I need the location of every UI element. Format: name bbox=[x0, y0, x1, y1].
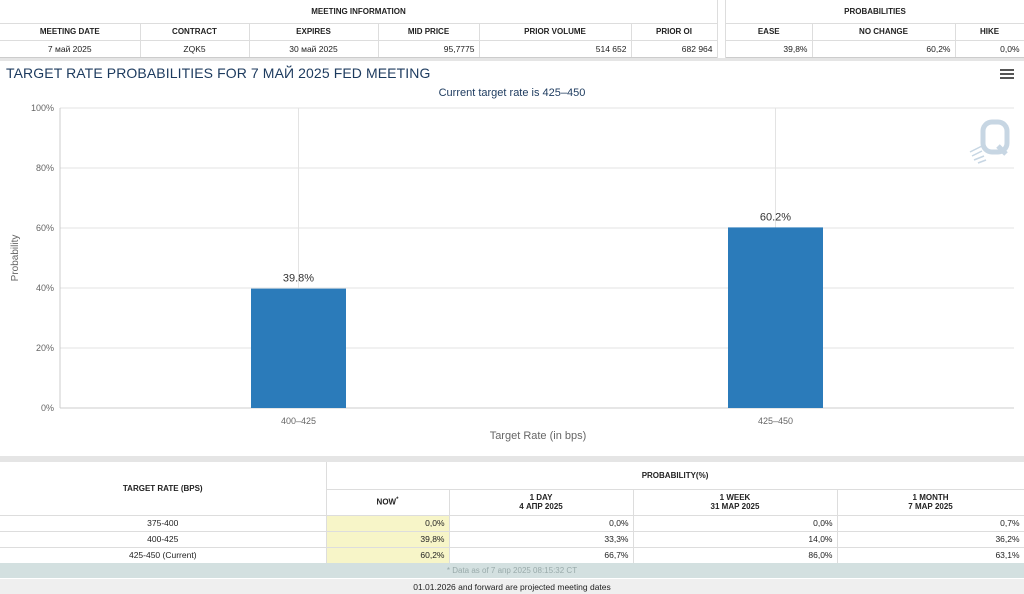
data-timestamp-note: * Data as of 7 апр 2025 08:15:32 CT bbox=[0, 563, 1024, 578]
probability-bar-chart: Current target rate is 425–450 39.8% 60.2… bbox=[10, 87, 1014, 442]
one-week-cell: 0,0% bbox=[633, 515, 838, 532]
one-month-date: 7 МАР 2025 bbox=[908, 502, 953, 511]
chart-grid bbox=[59, 107, 1014, 409]
now-cell: 60,2% bbox=[326, 547, 450, 564]
y-axis-title: Probability bbox=[10, 235, 21, 282]
x-tick-label: 425–450 bbox=[758, 416, 793, 426]
probabilities-table: PROBABILITIES EASE NO CHANGE HIKE 39,8% … bbox=[726, 0, 1024, 58]
header-hike: HIKE bbox=[955, 23, 1024, 41]
now-header: NOW* bbox=[326, 489, 450, 516]
x-axis-title: Target Rate (in bps) bbox=[490, 430, 587, 442]
one-week-date: 31 МАР 2025 bbox=[710, 502, 760, 511]
header-prior-volume: PRIOR VOLUME bbox=[479, 23, 632, 41]
header-mid-price: MID PRICE bbox=[378, 23, 480, 41]
ease-value: 39,8% bbox=[726, 40, 813, 58]
now-cell: 39,8% bbox=[326, 531, 450, 548]
x-tick-label: 400–425 bbox=[281, 416, 316, 426]
y-tick-label: 40% bbox=[36, 283, 54, 293]
y-tick-label: 80% bbox=[36, 163, 54, 173]
meeting-info-section: MEETING INFORMATION MEETING DATE CONTRAC… bbox=[0, 0, 1024, 60]
table-row: 400-425 39,8% 33,3% 14,0% 36,2% bbox=[0, 531, 1024, 548]
contract-value: ZQK5 bbox=[140, 40, 250, 58]
header-no-change: NO CHANGE bbox=[812, 23, 956, 41]
one-month-label: 1 MONTH bbox=[912, 493, 949, 502]
y-tick-label: 100% bbox=[31, 103, 54, 113]
bottom-separator bbox=[0, 456, 1024, 462]
expires-value: 30 май 2025 bbox=[249, 40, 379, 58]
top-separator bbox=[0, 58, 1024, 61]
projected-dates-note: 01.01.2026 and forward are projected mee… bbox=[0, 579, 1024, 594]
probabilities-title: PROBABILITIES bbox=[726, 0, 1024, 24]
chart-ticks: 0% 20% 40% 60% 80% 100% 400–425 425–450 bbox=[31, 103, 793, 426]
y-tick-label: 0% bbox=[41, 403, 54, 413]
hike-value: 0,0% bbox=[955, 40, 1024, 58]
now-footnote-mark: * bbox=[396, 497, 399, 504]
one-day-cell: 0,0% bbox=[449, 515, 634, 532]
one-week-label: 1 WEEK bbox=[719, 493, 751, 502]
bar[interactable] bbox=[728, 227, 823, 408]
one-month-cell: 63,1% bbox=[837, 547, 1024, 564]
prior-volume-value: 514 652 bbox=[479, 40, 632, 58]
no-change-value: 60,2% bbox=[812, 40, 956, 58]
probability-header: PROBABILITY(%) bbox=[326, 462, 1024, 490]
target-rate-header: TARGET RATE (BPS) bbox=[0, 462, 327, 516]
one-day-date: 4 АПР 2025 bbox=[519, 502, 563, 511]
bar[interactable] bbox=[251, 288, 346, 408]
rate-cell: 400-425 bbox=[0, 531, 327, 548]
table-row: 375-400 0,0% 0,0% 0,0% 0,7% bbox=[0, 515, 1024, 532]
one-day-label: 1 DAY bbox=[529, 493, 553, 502]
header-contract: CONTRACT bbox=[140, 23, 250, 41]
header-prior-oi: PRIOR OI bbox=[631, 23, 718, 41]
chart-subtitle: Current target rate is 425–450 bbox=[439, 87, 586, 99]
now-cell: 0,0% bbox=[326, 515, 450, 532]
probability-history-table: TARGET RATE (BPS) PROBABILITY(%) NOW* 1 … bbox=[0, 462, 1024, 564]
chart-title: TARGET RATE PROBABILITIES FOR 7 МАЙ 2025… bbox=[6, 65, 431, 81]
q-logo-icon bbox=[969, 119, 1010, 164]
meeting-info-title: MEETING INFORMATION bbox=[0, 0, 718, 24]
meeting-date-value: 7 май 2025 bbox=[0, 40, 141, 58]
hamburger-menu-icon[interactable] bbox=[1000, 69, 1014, 81]
one-week-cell: 14,0% bbox=[633, 531, 838, 548]
one-day-cell: 33,3% bbox=[449, 531, 634, 548]
prior-oi-value: 682 964 bbox=[631, 40, 718, 58]
y-tick-label: 20% bbox=[36, 343, 54, 353]
header-meeting-date: MEETING DATE bbox=[0, 23, 141, 41]
bar-data-label: 60.2% bbox=[760, 211, 791, 223]
mid-price-value: 95,7775 bbox=[378, 40, 480, 58]
one-month-header: 1 MONTH 7 МАР 2025 bbox=[837, 489, 1024, 516]
now-label: NOW bbox=[376, 497, 397, 507]
y-tick-label: 60% bbox=[36, 223, 54, 233]
one-week-cell: 86,0% bbox=[633, 547, 838, 564]
one-day-cell: 66,7% bbox=[449, 547, 634, 564]
header-ease: EASE bbox=[726, 23, 813, 41]
section-divider bbox=[717, 0, 726, 60]
one-week-header: 1 WEEK 31 МАР 2025 bbox=[633, 489, 838, 516]
meeting-info-table: MEETING INFORMATION MEETING DATE CONTRAC… bbox=[0, 0, 718, 58]
chart-bars: 39.8% 60.2% bbox=[251, 211, 823, 408]
one-month-cell: 36,2% bbox=[837, 531, 1024, 548]
rate-cell: 425-450 (Current) bbox=[0, 547, 327, 564]
one-month-cell: 0,7% bbox=[837, 515, 1024, 532]
bar-data-label: 39.8% bbox=[283, 273, 314, 285]
rate-cell: 375-400 bbox=[0, 515, 327, 532]
header-expires: EXPIRES bbox=[249, 23, 379, 41]
one-day-header: 1 DAY 4 АПР 2025 bbox=[449, 489, 634, 516]
table-row: 425-450 (Current) 60,2% 66,7% 86,0% 63,1… bbox=[0, 547, 1024, 564]
